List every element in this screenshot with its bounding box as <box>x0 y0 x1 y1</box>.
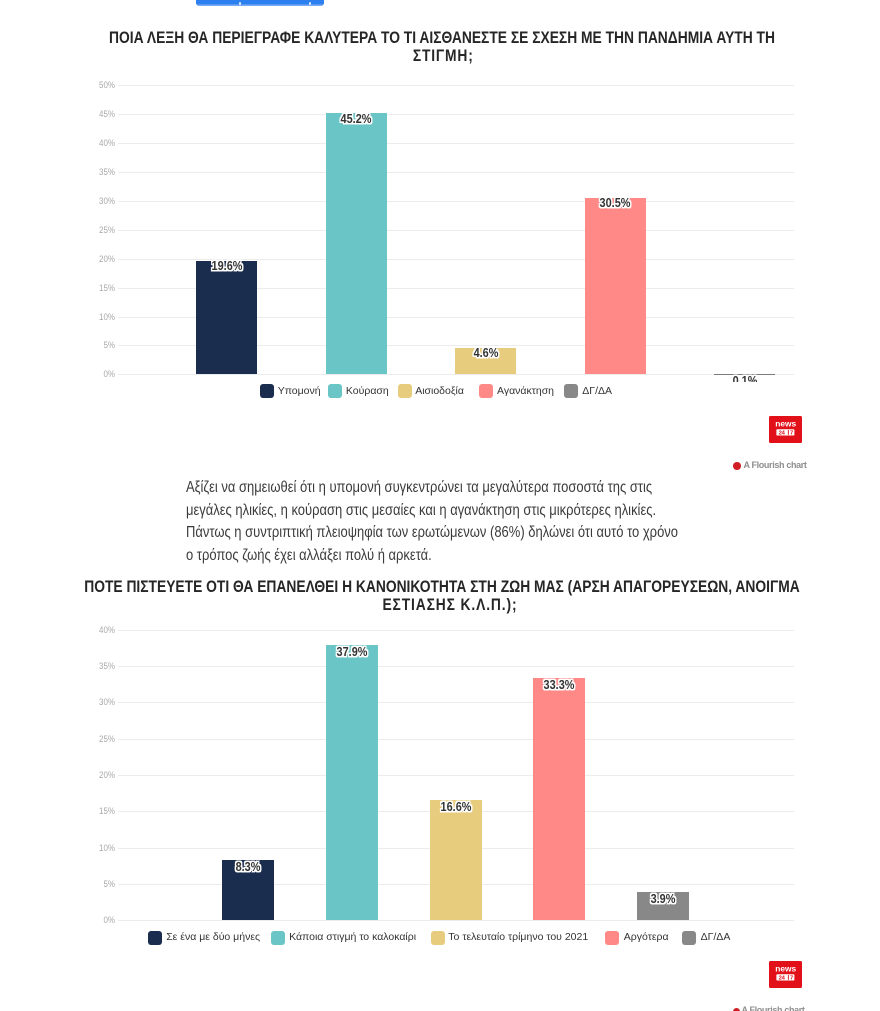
svg-text:7: 7 <box>790 975 793 981</box>
svg-text:24: 24 <box>779 430 786 436</box>
svg-text:24: 24 <box>779 975 786 981</box>
svg-text:news: news <box>775 418 796 428</box>
svg-text:7: 7 <box>790 430 793 436</box>
svg-text:news: news <box>775 964 796 974</box>
